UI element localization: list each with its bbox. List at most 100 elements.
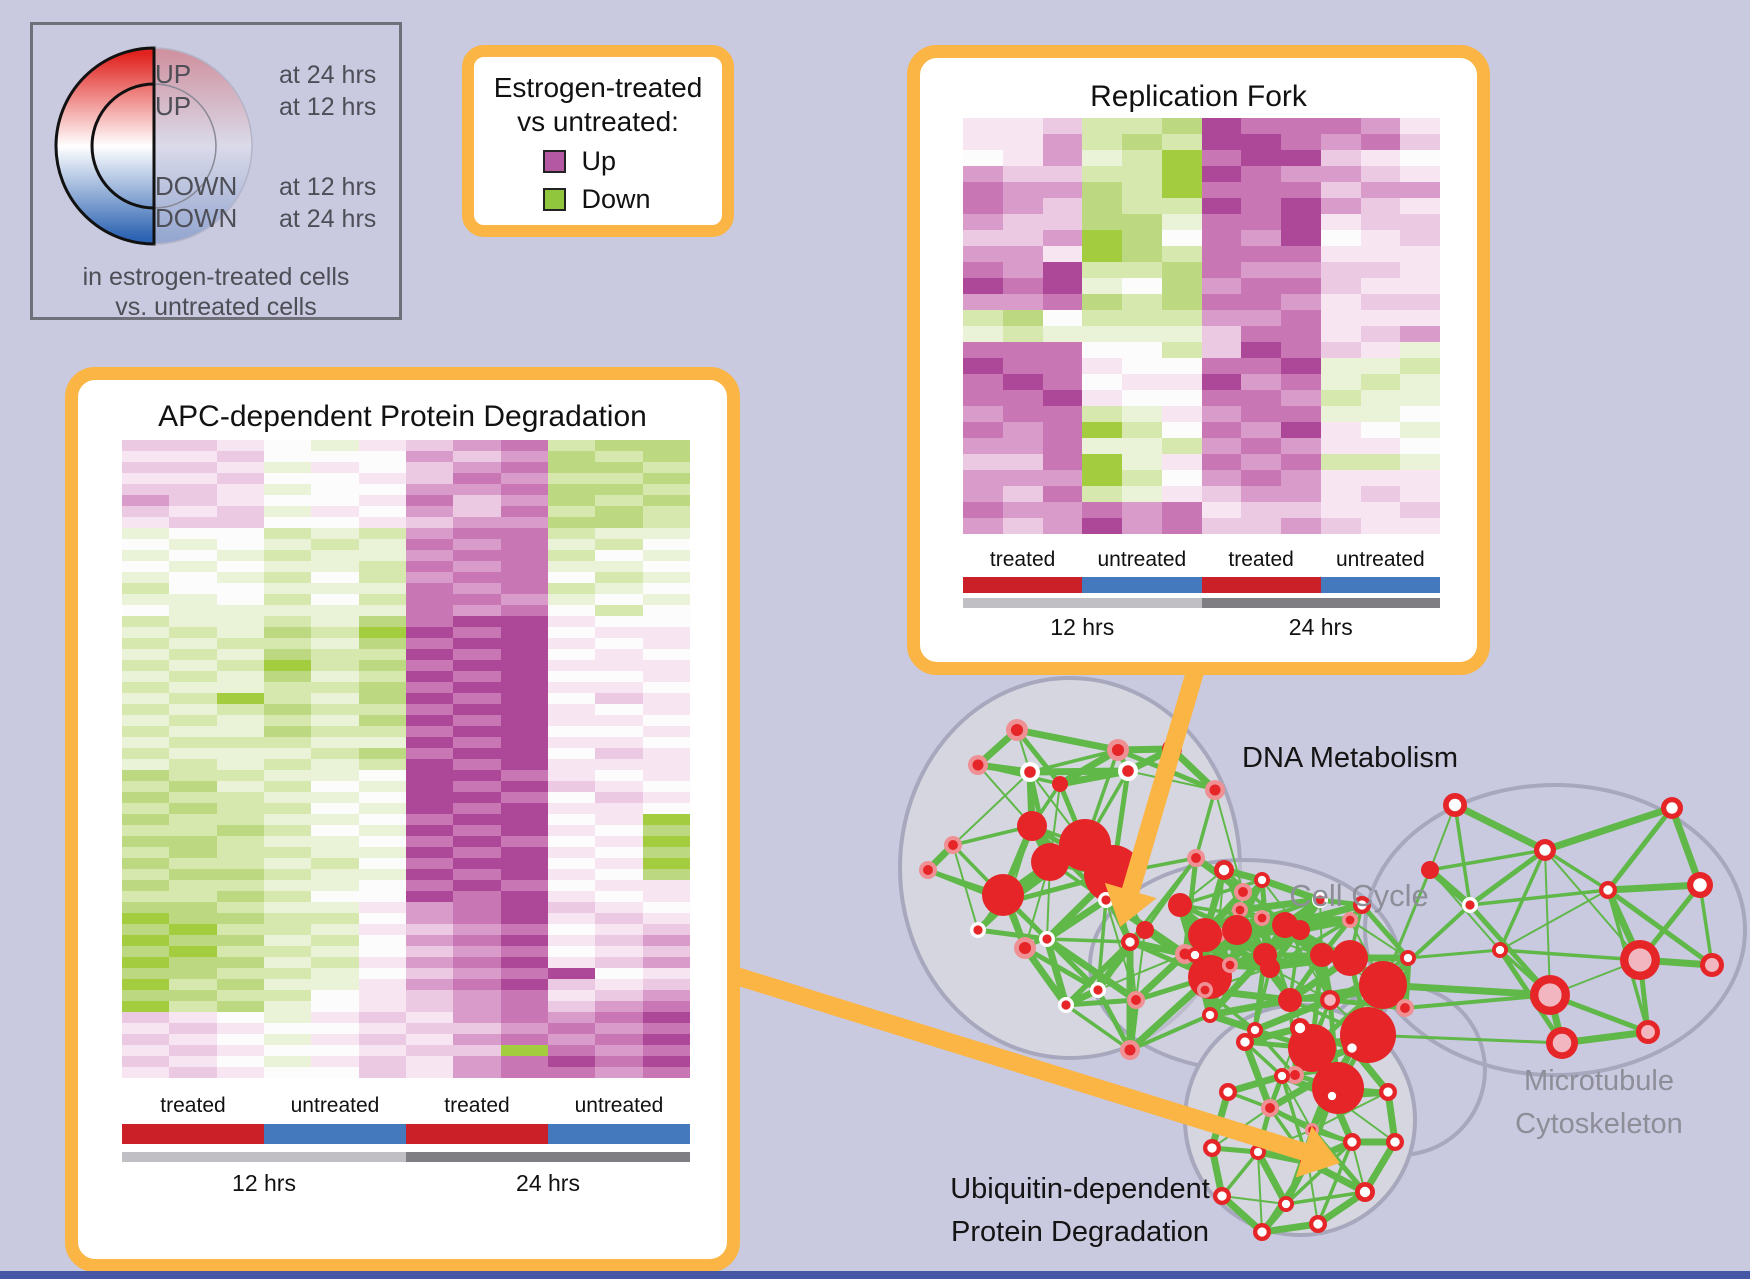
heatmap-cell (453, 836, 501, 847)
heatmap-cell (263, 649, 312, 660)
heatmap-cell (122, 1034, 170, 1045)
heatmap-cell (595, 847, 643, 858)
heatmap-cell (595, 726, 643, 737)
heatmap-cell (263, 682, 312, 693)
heatmap-cell (1360, 438, 1401, 454)
heatmap-cell (216, 869, 264, 880)
network-edge (952, 771, 1031, 846)
heatmap-cell (1241, 230, 1281, 246)
network-edge (1022, 945, 1069, 1008)
heatmap-cell (311, 880, 359, 891)
network-node-wc (1125, 937, 1135, 947)
heatmap-cell (122, 1045, 170, 1056)
heatmap-cell (1400, 118, 1440, 134)
heatmap-cell (216, 594, 264, 605)
heatmap-cell (311, 1045, 359, 1056)
heatmap-cell (642, 583, 690, 594)
heatmap-cell (405, 495, 454, 506)
heatmap-cell (1002, 198, 1043, 214)
heatmap-cell (1082, 390, 1122, 406)
heatmap-cell (547, 869, 596, 880)
heatmap-cell (216, 737, 264, 748)
heatmap-cell (963, 278, 1003, 294)
heatmap-cell (1281, 262, 1321, 278)
heatmap-cell (1241, 502, 1281, 518)
heatmap-cell (1201, 326, 1242, 342)
heatmap-cell (122, 660, 170, 671)
heatmap-cell (122, 627, 170, 638)
heatmap-cell (547, 1001, 596, 1012)
heatmap-cell (263, 1045, 312, 1056)
heatmap-cell (453, 737, 501, 748)
heatmap-cell (595, 902, 643, 913)
heatmap-cell (1201, 310, 1242, 326)
network-edge (1029, 748, 1119, 774)
heatmap-cell (963, 214, 1003, 230)
heatmap-cell (263, 957, 312, 968)
heatmap-cell (1002, 406, 1043, 422)
heatmap-cell (595, 517, 643, 528)
heatmap-cell (1400, 502, 1440, 518)
heatmap-cell (1201, 342, 1242, 358)
heatmap-cell (263, 869, 312, 880)
heatmap-cell (263, 737, 312, 748)
heatmap-cell (1082, 358, 1122, 374)
heatmap-cell (216, 682, 264, 693)
heatmap-cell (358, 946, 406, 957)
heatmap-cell (547, 462, 596, 473)
heatmap-cell (1042, 390, 1083, 406)
heatmap-cell (453, 572, 501, 583)
network-node-s (1222, 915, 1252, 945)
heatmap-cell (547, 671, 596, 682)
heatmap-cell (169, 902, 217, 913)
heatmap-cell (547, 979, 596, 990)
network-edge (1058, 746, 1120, 788)
heatmap-cell (169, 891, 217, 902)
heatmap-cell (1082, 422, 1122, 438)
heatmap-cell (1241, 422, 1281, 438)
heatmap-cell (405, 1034, 454, 1045)
heatmap-cell (405, 704, 454, 715)
network-node-s (1278, 988, 1302, 1012)
heatmap-cell (169, 803, 217, 814)
label-microtubule-cytoskeleton: Microtubule Cytoskeleton (1443, 1060, 1750, 1146)
apc-heatmap (122, 440, 690, 1078)
heatmap-cell (169, 649, 217, 660)
heatmap-cell (1082, 406, 1122, 422)
heatmap-cell (963, 374, 1003, 390)
heatmap-cell (963, 438, 1003, 454)
heatmap-cell (1201, 134, 1242, 150)
heatmap-cell (1122, 390, 1162, 406)
heatmap-cell (122, 924, 170, 935)
heatmap-cell (358, 803, 406, 814)
heatmap-cell (216, 781, 264, 792)
heatmap-cell (547, 715, 596, 726)
up-swatch-icon (542, 150, 566, 173)
heatmap-cell (358, 913, 406, 924)
heatmap-cell (1360, 486, 1401, 502)
heatmap-cell (642, 836, 690, 847)
heatmap-cell (1400, 214, 1440, 230)
heatmap-cell (1201, 262, 1242, 278)
network-edge (1065, 997, 1137, 1008)
network-node-s (1421, 861, 1439, 879)
heatmap-cell (1400, 294, 1440, 310)
heatmap-cell (1161, 454, 1202, 470)
label-microtubule-line1: Microtubule (1524, 1065, 1674, 1097)
heatmap-cell (453, 660, 501, 671)
heatmap-cell (642, 803, 690, 814)
heatmap-cell (358, 1045, 406, 1056)
heatmap-cell (216, 495, 264, 506)
heatmap-cell (1122, 150, 1162, 166)
heatmap-cell (1161, 342, 1202, 358)
heatmap-cell (405, 935, 454, 946)
heatmap-cell (169, 594, 217, 605)
heatmap-cell (595, 759, 643, 770)
network-node-pr (1257, 913, 1267, 923)
heatmap-cell (963, 198, 1003, 214)
callout-arrow (730, 966, 1311, 1162)
network-edge (1468, 847, 1547, 908)
heatmap-cell (405, 858, 454, 869)
heatmap-cell (122, 484, 170, 495)
heatmap-cell (216, 792, 264, 803)
